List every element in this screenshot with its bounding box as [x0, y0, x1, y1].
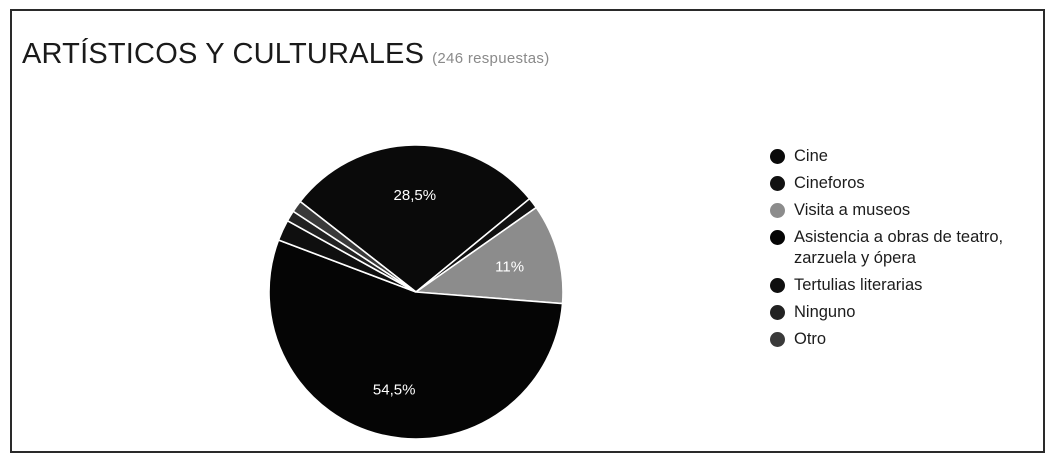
- legend-swatch-icon: [770, 149, 785, 164]
- legend-label: Cineforos: [794, 174, 865, 192]
- pie-slice-4: [268, 238, 564, 440]
- legend-swatch-icon: [770, 278, 785, 293]
- pie-slice-1: [299, 144, 531, 294]
- legend-label: Tertulias literarias: [794, 276, 923, 294]
- legend-item-7: Otro: [770, 329, 1040, 350]
- legend-swatch-icon: [770, 305, 785, 320]
- pie-slice-7: [292, 200, 417, 293]
- pie-slice-3: [413, 206, 564, 305]
- pie-slice-label-1: 28,5%: [394, 187, 437, 204]
- legend-item-4: Asistencia a obras de teatro, zarzuela y…: [770, 227, 1040, 269]
- legend-swatch-icon: [770, 203, 785, 218]
- pie-slice-label-3: 11%: [495, 258, 524, 275]
- chart-header: ARTÍSTICOS Y CULTURALES (246 respuestas): [22, 38, 549, 71]
- legend-swatch-icon: [770, 332, 785, 347]
- chart-title: ARTÍSTICOS Y CULTURALES: [22, 38, 425, 70]
- legend-label: Otro: [794, 330, 827, 348]
- legend-item-1: Cine: [770, 146, 1040, 167]
- legend-swatch-icon: [770, 176, 785, 191]
- legend-item-6: Ninguno: [770, 302, 1040, 323]
- legend-label: Cine: [794, 147, 828, 165]
- legend-item-2: Cineforos: [770, 173, 1040, 194]
- legend-label: Ninguno: [794, 303, 856, 321]
- legend-swatch-icon: [770, 230, 785, 245]
- response-count: (246 respuestas): [432, 50, 550, 67]
- legend-label: Asistencia a obras de teatro, zarzuela y…: [794, 228, 1004, 267]
- legend-item-3: Visita a museos: [770, 200, 1040, 221]
- chart-legend: Cine Cineforos Visita a museos Asistencia a…: [770, 146, 1040, 356]
- legend-label: Visita a museos: [794, 201, 911, 219]
- pie-slice-label-4: 54,5%: [373, 382, 416, 399]
- legend-item-5: Tertulias literarias: [770, 275, 1040, 296]
